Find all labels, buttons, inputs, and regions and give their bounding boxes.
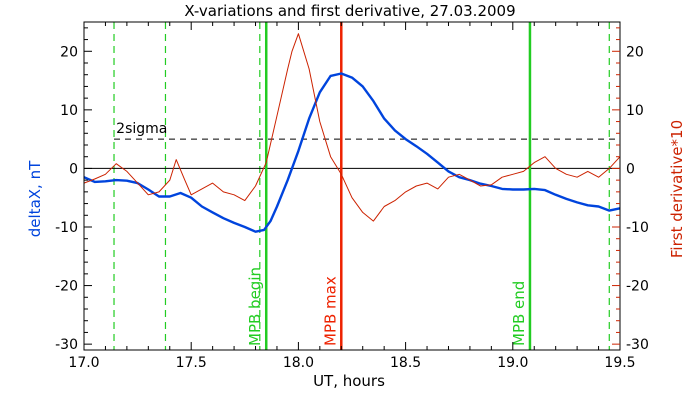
vertical-marker-label-0: MPB begin (246, 267, 264, 346)
vertical-marker-label-1: MPB max (321, 276, 339, 346)
x-tick-label-4: 19.0 (497, 355, 528, 371)
y2-tick-label-1: -20 (626, 279, 649, 295)
y2-tick-label-3: 0 (626, 161, 635, 177)
y2-tick-label-4: 10 (626, 103, 644, 119)
plot-frame (83, 21, 621, 351)
series-line-0 (83, 72, 621, 233)
y2-tick-label-0: -30 (626, 337, 649, 353)
y2-tick-label-2: -10 (626, 220, 649, 236)
chart-title: X-variations and first derivative, 27.03… (184, 2, 515, 20)
x-tick-label-1: 17.5 (176, 355, 207, 371)
y-tick-label-2: -10 (55, 220, 78, 236)
y2-axis-label: First derivative*10 (668, 120, 686, 258)
x-axis-label: UT, hours (313, 372, 385, 390)
y-tick-label-4: 10 (60, 103, 78, 119)
x-tick-label-5: 19.5 (604, 355, 635, 371)
series-line-1 (83, 33, 621, 222)
y-tick-label-0: -30 (55, 337, 78, 353)
sigma-label: 2sigma (116, 121, 167, 137)
y-tick-label-3: 0 (69, 161, 78, 177)
y2-tick-label-5: 20 (626, 44, 644, 60)
x-tick-label-2: 18.0 (283, 355, 314, 371)
y-tick-label-1: -20 (55, 279, 78, 295)
x-tick-label-0: 17.0 (68, 355, 99, 371)
plot-area: 2sigma MPB begin MPB max MPB end 17.0 17.5 18.… (55, 21, 649, 371)
vertical-marker-label-2: MPB end (510, 281, 528, 346)
y-tick-label-5: 20 (60, 44, 78, 60)
x-tick-label-3: 18.5 (390, 355, 421, 371)
y-axis-label: deltaX, nT (26, 160, 44, 237)
